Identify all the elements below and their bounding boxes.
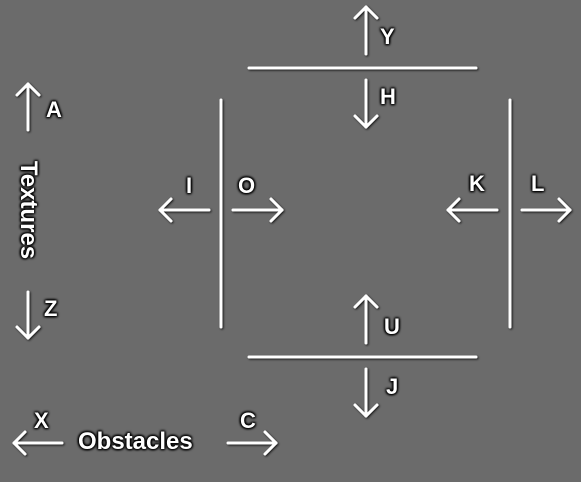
- key-label-i: I: [186, 173, 193, 198]
- key-label-h: H: [380, 84, 396, 109]
- key-label-k: K: [469, 171, 485, 196]
- arrow-left-icon-i: [158, 197, 211, 223]
- arrow-left-icon-x: [12, 430, 64, 456]
- arrow-up-icon-a: [15, 82, 41, 132]
- key-label-l: L: [531, 171, 545, 196]
- arrow-down-icon-z: [15, 290, 41, 340]
- key-label-o: O: [238, 173, 256, 198]
- key-label-a: A: [46, 97, 62, 122]
- arrow-down-icon-j: [353, 367, 379, 418]
- key-label-y: Y: [380, 24, 395, 49]
- arrow-right-icon-c: [226, 430, 278, 456]
- arrow-down-icon-h: [353, 78, 379, 129]
- key-label-x: X: [34, 408, 49, 433]
- arrow-left-icon-k: [446, 197, 499, 223]
- obstacles-label: Obstacles: [78, 428, 193, 455]
- key-label-u: U: [384, 314, 400, 339]
- arrow-right-icon-l: [520, 197, 572, 223]
- key-label-j: J: [386, 374, 399, 399]
- arrow-up-icon-y: [353, 5, 379, 56]
- arrow-up-icon-u: [353, 294, 379, 345]
- key-label-c: C: [240, 408, 256, 433]
- arrow-right-icon-o: [231, 197, 284, 223]
- key-label-z: Z: [44, 296, 58, 321]
- textures-label: Textures: [15, 160, 42, 260]
